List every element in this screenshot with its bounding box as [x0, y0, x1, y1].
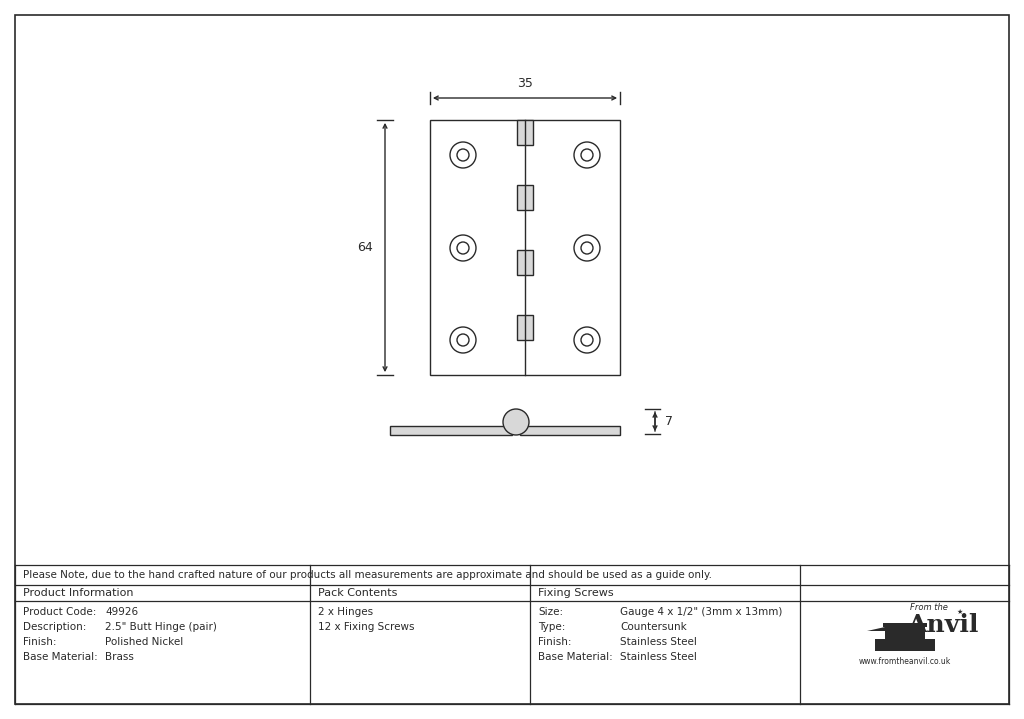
Text: 12 x Fixing Screws: 12 x Fixing Screws [318, 622, 415, 632]
Bar [517, 315, 534, 340]
Text: Finish:: Finish: [538, 637, 571, 647]
Text: 2 x Hinges: 2 x Hinges [318, 607, 373, 617]
Bar [430, 120, 620, 375]
Text: Gauge 4 x 1/2" (3mm x 13mm): Gauge 4 x 1/2" (3mm x 13mm) [620, 607, 782, 617]
Bar [874, 639, 935, 651]
Circle shape [574, 235, 600, 261]
Text: Type:: Type: [538, 622, 565, 632]
Text: Size:: Size: [538, 607, 563, 617]
Text: Product Information: Product Information [23, 588, 133, 598]
Bar [885, 627, 925, 639]
Text: Fixing Screws: Fixing Screws [538, 588, 613, 598]
Circle shape [450, 327, 476, 353]
Circle shape [581, 334, 593, 346]
Polygon shape [883, 623, 927, 627]
Circle shape [574, 142, 600, 168]
Bar [390, 426, 512, 435]
Text: From the: From the [910, 603, 948, 611]
Text: Finish:: Finish: [23, 637, 56, 647]
Text: 2.5" Butt Hinge (pair): 2.5" Butt Hinge (pair) [105, 622, 217, 632]
Polygon shape [867, 627, 885, 631]
Text: 7: 7 [665, 415, 673, 428]
Bar [520, 426, 620, 435]
Text: Base Material:: Base Material: [23, 652, 97, 662]
Text: ★: ★ [956, 609, 964, 615]
Bar [517, 185, 534, 210]
Text: Description:: Description: [23, 622, 86, 632]
Circle shape [457, 149, 469, 161]
Circle shape [457, 242, 469, 254]
Text: Base Material:: Base Material: [538, 652, 612, 662]
Text: Brass: Brass [105, 652, 134, 662]
Text: Stainless Steel: Stainless Steel [620, 637, 697, 647]
Circle shape [450, 142, 476, 168]
Bar [517, 120, 534, 145]
Text: Pack Contents: Pack Contents [318, 588, 397, 598]
Circle shape [503, 409, 529, 435]
Circle shape [450, 235, 476, 261]
Circle shape [574, 327, 600, 353]
Circle shape [581, 242, 593, 254]
Text: Product Code:: Product Code: [23, 607, 96, 617]
Bar [517, 250, 534, 275]
Text: 64: 64 [357, 241, 373, 254]
Text: Stainless Steel: Stainless Steel [620, 652, 697, 662]
Text: Polished Nickel: Polished Nickel [105, 637, 183, 647]
Text: Countersunk: Countersunk [620, 622, 687, 632]
Circle shape [457, 334, 469, 346]
Text: Anvil: Anvil [907, 613, 978, 637]
Text: www.fromtheanvil.co.uk: www.fromtheanvil.co.uk [859, 657, 951, 666]
Text: Please Note, due to the hand crafted nature of our products all measurements are: Please Note, due to the hand crafted nat… [23, 570, 712, 580]
Text: 49926: 49926 [105, 607, 138, 617]
Circle shape [581, 149, 593, 161]
Text: 35: 35 [517, 77, 532, 90]
